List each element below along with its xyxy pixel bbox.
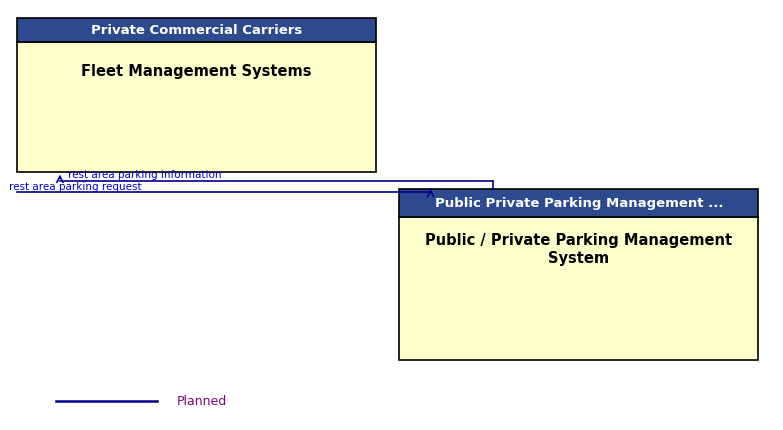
Bar bbox=[17, 18, 376, 43]
Text: rest area parking information: rest area parking information bbox=[67, 170, 222, 180]
Bar bbox=[17, 43, 376, 172]
Text: Public / Private Parking Management
System: Public / Private Parking Management Syst… bbox=[425, 233, 732, 265]
Text: Private Commercial Carriers: Private Commercial Carriers bbox=[91, 24, 302, 37]
Text: Fleet Management Systems: Fleet Management Systems bbox=[81, 64, 312, 79]
Bar bbox=[399, 218, 758, 360]
Text: Planned: Planned bbox=[177, 394, 227, 407]
Bar bbox=[399, 189, 758, 218]
Text: Public Private Parking Management ...: Public Private Parking Management ... bbox=[435, 197, 723, 210]
Text: rest area parking request: rest area parking request bbox=[9, 181, 142, 191]
